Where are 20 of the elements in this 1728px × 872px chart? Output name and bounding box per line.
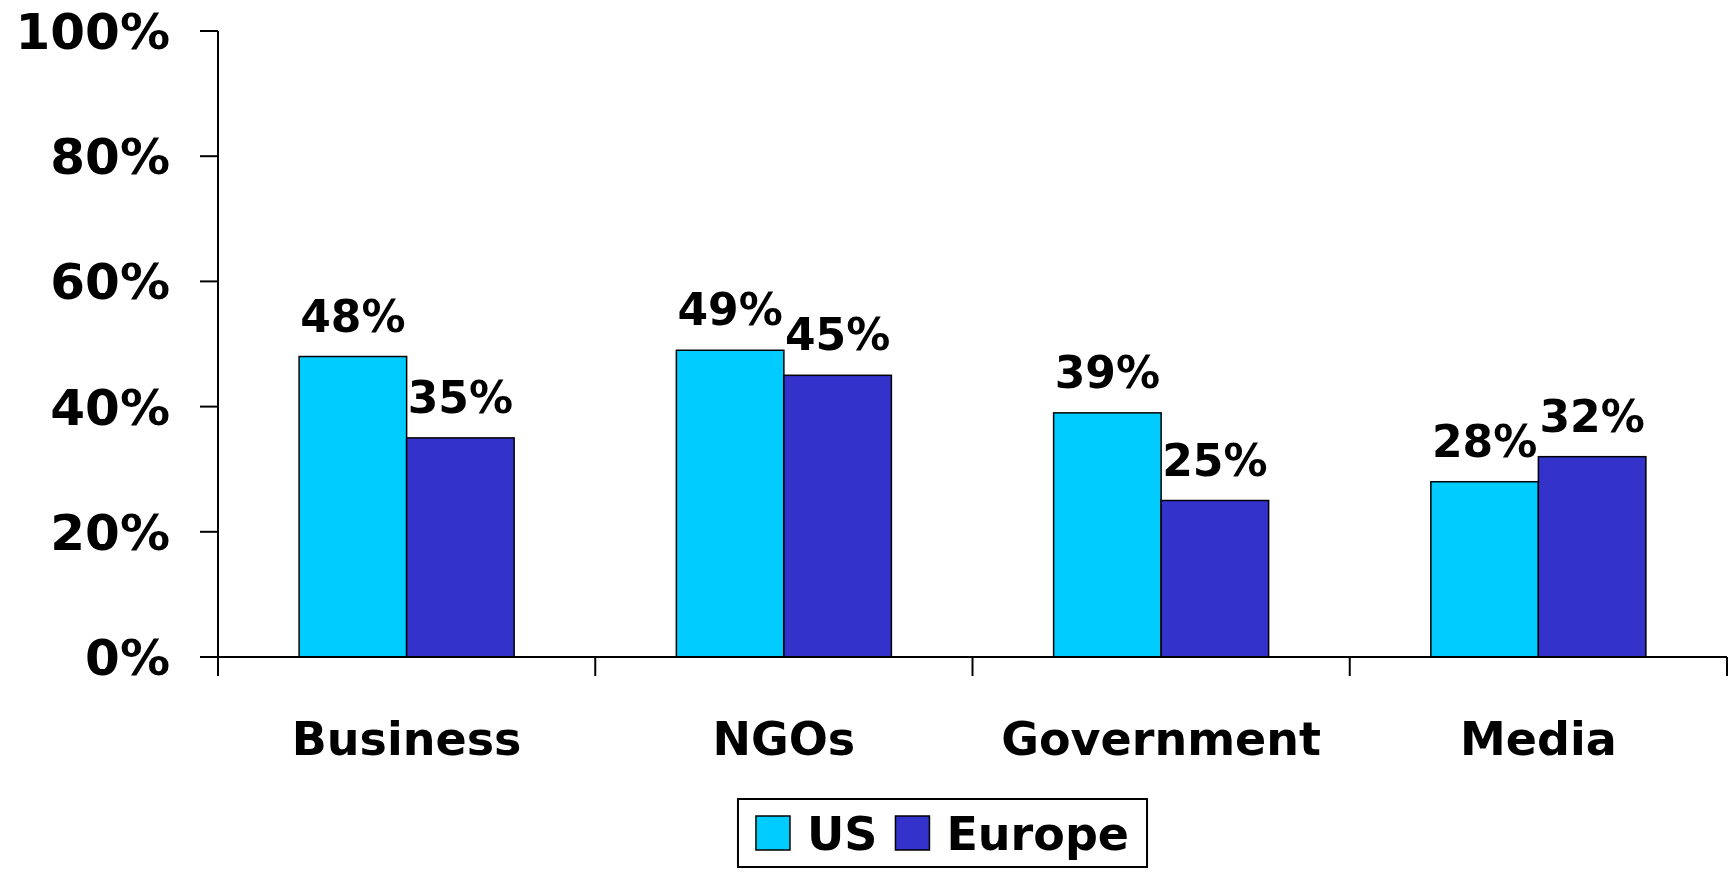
data-label: 35% xyxy=(407,371,514,423)
legend-label: US xyxy=(806,806,878,861)
x-tick-label: NGOs xyxy=(712,712,856,766)
y-tick-label: 100% xyxy=(15,3,170,61)
data-label: 39% xyxy=(1054,346,1161,398)
legend-label: Europe xyxy=(946,806,1130,861)
data-label: 28% xyxy=(1431,415,1538,467)
y-tick-label: 60% xyxy=(50,253,170,312)
y-tick-label: 20% xyxy=(50,503,170,562)
data-label: 32% xyxy=(1539,390,1645,442)
x-tick-label: Business xyxy=(291,712,522,766)
x-tick-label: Media xyxy=(1460,712,1617,766)
y-tick-label: 0% xyxy=(85,629,170,687)
x-tick-label: Government xyxy=(1001,712,1322,766)
data-label: 49% xyxy=(677,284,783,336)
y-tick-label: 80% xyxy=(50,128,170,187)
y-tick-label: 40% xyxy=(50,378,170,437)
data-label: 45% xyxy=(784,309,891,361)
data-label: 25% xyxy=(1162,434,1268,486)
data-label: 48% xyxy=(300,290,406,342)
